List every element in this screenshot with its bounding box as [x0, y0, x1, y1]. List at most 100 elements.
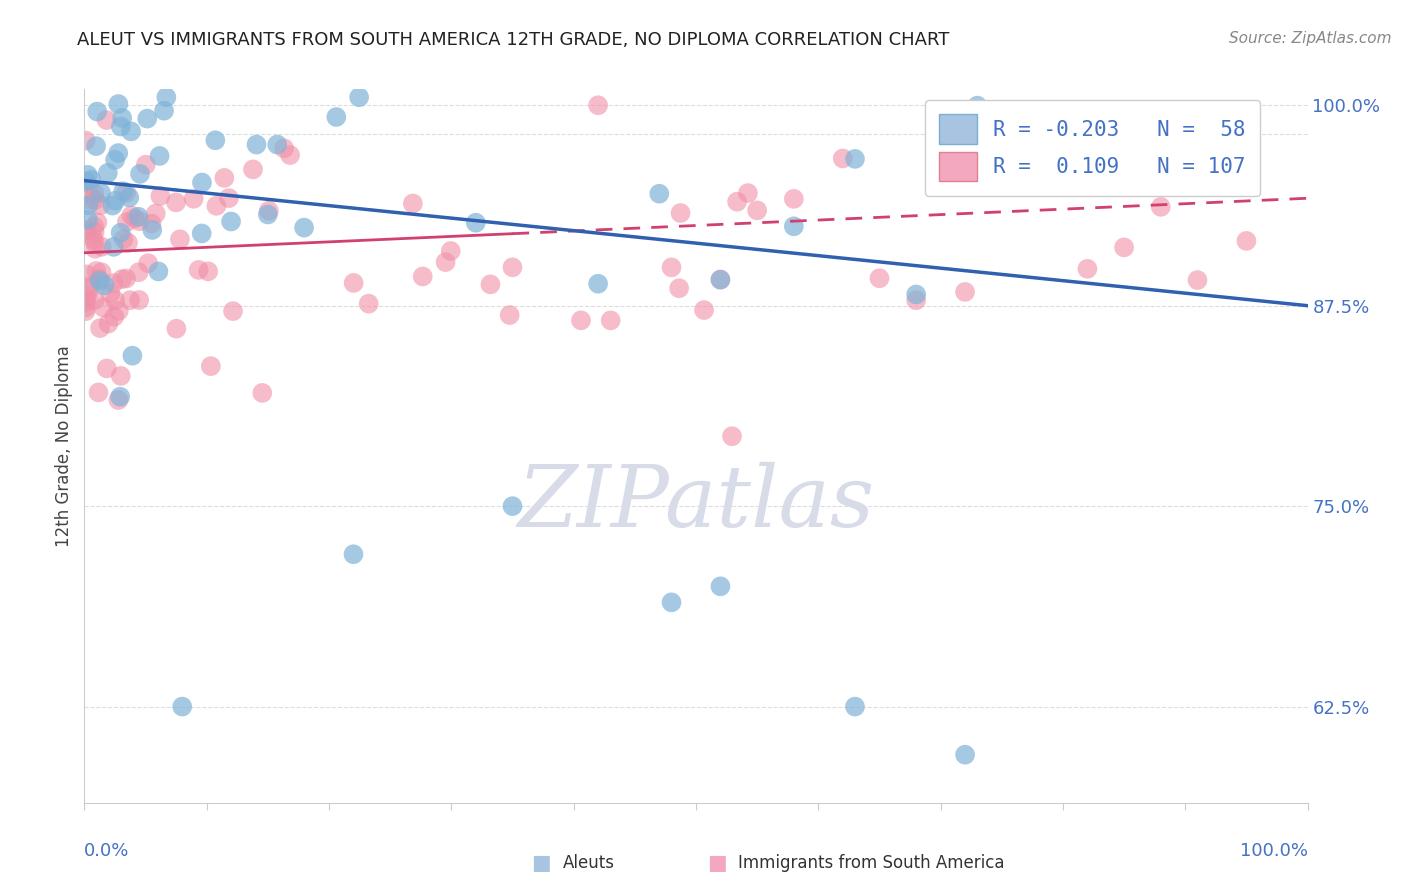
Point	[115, 215, 138, 229]
Point	[120, 209, 142, 223]
Text: Immigrants from South America: Immigrants from South America	[738, 855, 1005, 872]
Point	[110, 120, 132, 134]
Point	[205, 199, 228, 213]
Point	[725, 194, 748, 209]
Point	[82, 232, 104, 246]
Point	[96, 361, 118, 376]
Text: ZIPatlas: ZIPatlas	[517, 462, 875, 544]
Point	[77, 212, 100, 227]
Point	[76, 288, 98, 302]
Point	[75, 295, 97, 310]
Point	[266, 137, 288, 152]
Point	[104, 293, 127, 308]
Point	[112, 184, 135, 198]
Point	[222, 304, 245, 318]
Point	[599, 313, 621, 327]
Point	[107, 97, 129, 112]
Point	[96, 113, 118, 128]
Point	[80, 173, 103, 187]
Point	[953, 285, 976, 299]
Point	[1236, 234, 1258, 248]
Point	[831, 152, 853, 166]
Point	[966, 98, 988, 112]
Point	[110, 368, 132, 383]
Point	[84, 139, 107, 153]
Point	[200, 359, 222, 373]
Point	[502, 260, 524, 275]
Point	[204, 133, 226, 147]
Point	[709, 272, 731, 286]
Point	[141, 217, 163, 231]
Point	[648, 186, 671, 201]
Point	[709, 579, 731, 593]
Point	[104, 194, 127, 208]
Point	[76, 176, 98, 190]
Legend: R = -0.203   N =  58, R =  0.109   N = 107: R = -0.203 N = 58, R = 0.109 N = 107	[925, 100, 1260, 196]
Point	[440, 244, 463, 258]
Point	[103, 310, 125, 324]
Point	[118, 190, 141, 204]
Point	[190, 227, 212, 241]
Point	[128, 214, 150, 228]
Point	[97, 166, 120, 180]
Point	[120, 293, 142, 308]
Point	[90, 198, 112, 212]
Point	[83, 293, 105, 308]
Point	[183, 192, 205, 206]
Point	[83, 186, 105, 201]
Point	[76, 292, 98, 306]
Point	[90, 240, 112, 254]
Point	[191, 176, 214, 190]
Point	[107, 146, 129, 161]
Point	[1076, 261, 1098, 276]
Point	[1187, 273, 1209, 287]
Point	[75, 134, 97, 148]
Point	[502, 499, 524, 513]
Y-axis label: 12th Grade, No Diploma: 12th Grade, No Diploma	[55, 345, 73, 547]
Point	[75, 304, 97, 318]
Point	[83, 235, 105, 250]
Point	[1028, 117, 1050, 131]
Point	[77, 198, 100, 212]
Point	[76, 168, 98, 182]
Point	[187, 263, 209, 277]
Point	[245, 137, 267, 152]
Point	[905, 293, 928, 308]
Text: ALEUT VS IMMIGRANTS FROM SOUTH AMERICA 12TH GRADE, NO DIPLOMA CORRELATION CHART: ALEUT VS IMMIGRANTS FROM SOUTH AMERICA 1…	[77, 31, 949, 49]
Point	[844, 152, 866, 166]
Point	[128, 293, 150, 307]
Point	[783, 192, 806, 206]
Point	[434, 255, 457, 269]
Point	[101, 199, 124, 213]
Point	[148, 149, 170, 163]
Point	[668, 281, 690, 295]
Point	[79, 188, 101, 202]
Point	[464, 216, 486, 230]
Point	[169, 232, 191, 246]
Point	[100, 286, 122, 301]
Point	[90, 186, 112, 200]
Point	[86, 215, 108, 229]
Point	[991, 145, 1014, 159]
Point	[112, 232, 135, 246]
Point	[586, 277, 609, 291]
Point	[257, 203, 280, 218]
Point	[121, 349, 143, 363]
Point	[104, 153, 127, 167]
Point	[155, 90, 177, 104]
Point	[347, 90, 370, 104]
Point	[149, 189, 172, 203]
Text: 0.0%: 0.0%	[84, 842, 129, 860]
Point	[1114, 240, 1136, 254]
Point	[669, 206, 692, 220]
Point	[1150, 200, 1173, 214]
Point	[110, 226, 132, 240]
Point	[136, 256, 159, 270]
Point	[343, 276, 366, 290]
Point	[75, 174, 97, 188]
Point	[721, 429, 744, 443]
Point	[90, 265, 112, 279]
Point	[83, 225, 105, 239]
Point	[103, 276, 125, 290]
Point	[111, 272, 134, 286]
